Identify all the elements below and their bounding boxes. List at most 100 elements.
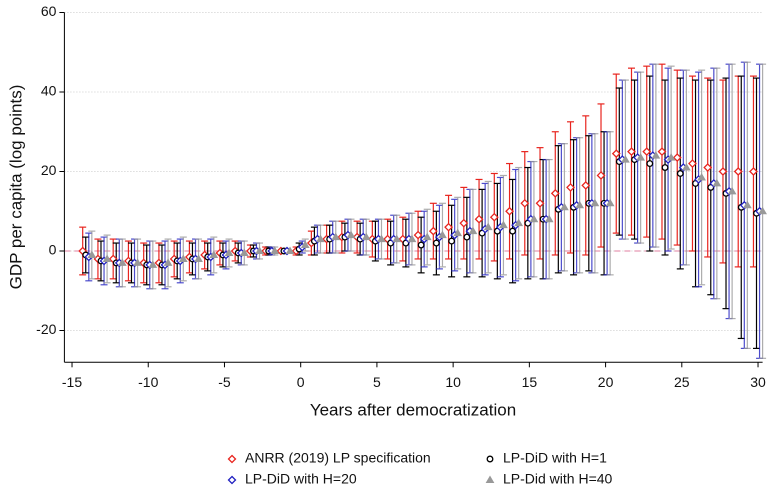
point [718,167,728,176]
point [270,246,280,254]
x-tick-label: 30 [750,374,766,390]
point [417,241,425,249]
point [758,206,767,215]
point [285,246,295,254]
point [448,237,456,245]
point [377,234,386,243]
point [566,182,575,192]
point [529,214,539,223]
legend-marker [486,455,494,463]
point [642,147,652,157]
legend-marker [485,475,495,483]
x-tick-label: 25 [674,374,690,390]
y-axis-label: GDP per capita (log points) [6,85,25,290]
x-tick-label: -10 [138,374,158,390]
point [733,167,743,176]
x-tick-label: 10 [445,374,461,390]
x-tick-label: 5 [373,374,381,390]
point [727,186,737,195]
point [661,164,669,171]
point [346,230,356,239]
point [505,206,514,216]
point [560,202,569,211]
point [255,246,264,254]
point [575,200,585,209]
point [428,226,438,236]
y-tick-label: 0 [49,242,57,258]
legend-label: ANRR (2019) LP specification [245,450,431,466]
point [590,198,600,207]
legend-label: LP-DiD with H=20 [245,471,357,487]
point [133,258,142,266]
point [432,239,440,247]
point [514,218,524,227]
point [316,234,325,243]
point [581,180,591,190]
point [489,212,499,222]
point [646,160,654,167]
y-tick-label: 60 [41,3,57,19]
point [697,172,706,181]
point [712,178,722,187]
point [194,254,203,262]
point [703,163,713,172]
point [627,147,636,157]
point [688,159,697,168]
point [509,227,517,235]
point [361,232,371,241]
legend-label: LP-DiD with H=1 [503,450,607,466]
legend-label: LP-Did with H=40 [503,471,613,487]
point [605,198,615,207]
point [651,151,661,159]
point [636,153,646,161]
point [453,228,463,237]
point [163,258,173,266]
point [87,250,97,258]
point [209,250,219,258]
point [535,198,545,208]
point [499,220,508,229]
point [611,149,621,159]
point [468,226,478,235]
point [438,230,447,239]
legend-marker [227,475,237,485]
x-tick-label: 0 [297,374,305,390]
point [331,232,341,241]
x-tick-label: -15 [62,374,82,390]
point [742,200,752,209]
x-tick-label: -5 [218,374,231,390]
point [444,222,453,232]
point [178,254,188,262]
point [224,248,234,256]
point [596,171,606,180]
point [463,233,471,241]
x-axis-label: Years after democratization [310,400,516,419]
point [657,147,667,157]
point [392,234,402,243]
point [300,240,310,249]
point [102,254,112,262]
point [749,167,758,176]
point [459,218,469,228]
point [413,230,423,240]
y-tick-label: -20 [36,321,56,337]
point [682,163,691,171]
point [422,232,432,241]
point [621,155,630,163]
legend-marker [227,454,237,464]
point [672,153,682,163]
y-tick-label: 40 [41,83,57,99]
point [666,153,676,161]
point [148,260,158,268]
x-tick-label: 20 [598,374,614,390]
point [676,170,684,177]
point [483,222,493,231]
y-tick-label: 20 [41,162,57,178]
x-tick-label: 15 [522,374,538,390]
point [550,188,560,198]
point [407,234,417,243]
point [474,214,484,224]
point [544,214,554,223]
point [239,248,249,256]
